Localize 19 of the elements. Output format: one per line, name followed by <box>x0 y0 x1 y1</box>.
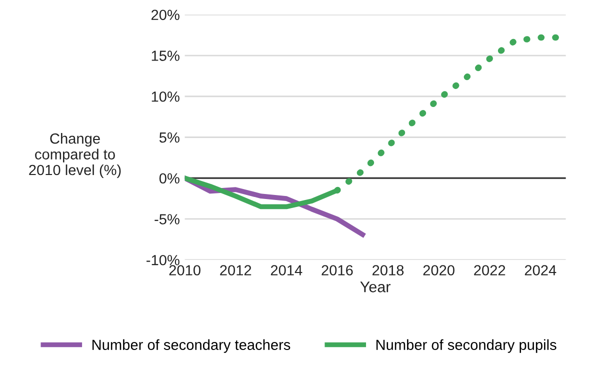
y-tick-label: 15% <box>152 50 180 61</box>
x-tick-label: 2024 <box>524 265 556 276</box>
y-tick-label: 0% <box>159 173 180 184</box>
x-tick-label: 2018 <box>372 265 404 276</box>
x-tick-label: 2016 <box>322 265 353 276</box>
y-axis-title: Change compared to 2010 level (%) <box>29 133 121 178</box>
x-tick-label: 2020 <box>423 265 454 276</box>
y-tick-label: -10% <box>146 254 180 266</box>
legend-label: Number of secondary pupils <box>376 339 556 353</box>
y-tick-label: 20% <box>151 10 180 20</box>
x-tick-label: 2012 <box>220 265 252 276</box>
x-tick-label: 2022 <box>474 265 506 276</box>
y-tick-label: -5% <box>154 214 180 224</box>
x-tick-label: 2010 <box>169 265 200 276</box>
y-tick-label: 10% <box>152 91 180 102</box>
y-tick-label: 5% <box>159 132 180 143</box>
legend-label: Number of secondary teachers <box>92 339 290 353</box>
x-axis-title: Year <box>360 282 390 292</box>
x-tick-label: 2014 <box>270 265 302 276</box>
